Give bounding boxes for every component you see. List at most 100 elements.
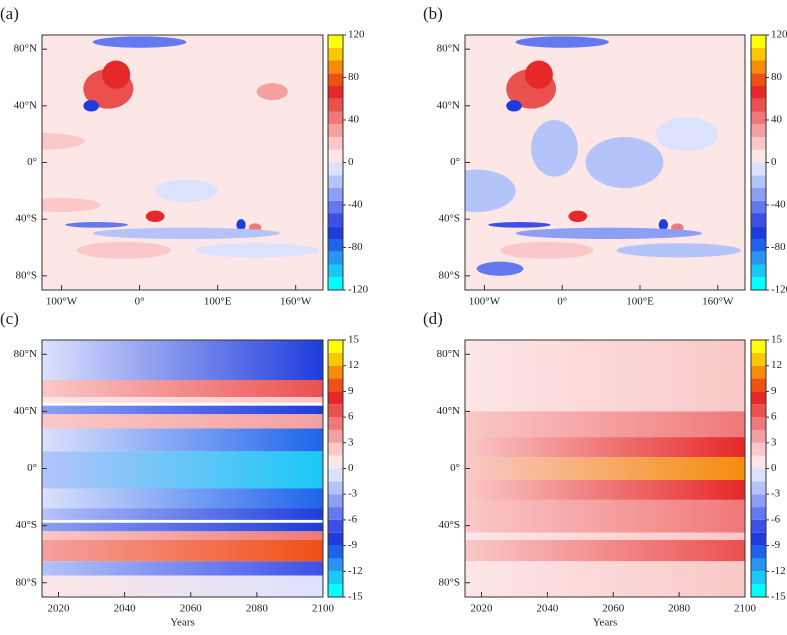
y-tick-label: 80°S xyxy=(438,269,460,281)
colorbar-cell xyxy=(751,558,766,572)
colorbar-cell xyxy=(751,98,766,112)
colorbar-cell xyxy=(328,571,343,585)
colorbar-tick-label: 9 xyxy=(348,385,354,397)
field-blob xyxy=(145,210,165,222)
colorbar-tick-label: -6 xyxy=(348,513,358,525)
x-tick-label: 2100 xyxy=(734,603,757,615)
field-band xyxy=(465,340,745,412)
colorbar-tick-label: -12 xyxy=(348,565,363,577)
y-tick-label: 0° xyxy=(27,156,37,168)
colorbar-cell xyxy=(751,468,766,482)
field-blob xyxy=(236,219,246,231)
colorbar-cell xyxy=(751,378,766,392)
field-band xyxy=(465,532,745,540)
colorbar-cell xyxy=(751,519,766,533)
field-band xyxy=(465,411,745,438)
colorbar-tick-label: -80 xyxy=(771,241,786,253)
colorbar-cell xyxy=(751,149,766,163)
colorbar-cell xyxy=(751,545,766,559)
colorbar-tick-label: -3 xyxy=(771,488,781,500)
field-blob xyxy=(568,210,588,222)
colorbar-tick-label: 40 xyxy=(348,114,360,126)
y-tick-label: 80°N xyxy=(437,43,460,55)
field-band xyxy=(465,437,745,458)
colorbar-cell xyxy=(328,352,343,366)
colorbar-cell xyxy=(328,162,343,176)
colorbar-cell xyxy=(751,213,766,227)
colorbar-tick-label: -6 xyxy=(771,513,781,525)
colorbar-cell xyxy=(328,86,343,99)
colorbar-cell xyxy=(328,455,343,469)
colorbar-cell xyxy=(328,481,343,495)
colorbar-cell xyxy=(751,111,766,125)
colorbar-cell xyxy=(328,532,343,546)
y-tick-label: 80°N xyxy=(14,43,37,55)
colorbar-cell xyxy=(751,277,766,290)
field-band xyxy=(465,479,745,500)
colorbar-cell xyxy=(328,507,343,520)
colorbar-tick-label: -120 xyxy=(348,284,369,296)
x-axis-label: Years xyxy=(593,617,618,629)
field-blob xyxy=(506,100,522,112)
field-blob xyxy=(488,222,551,228)
colorbar-cell xyxy=(328,429,343,443)
colorbar-cell xyxy=(751,494,766,508)
y-tick-label: 40°N xyxy=(437,405,460,417)
colorbar-cell xyxy=(751,571,766,585)
colorbar-cell xyxy=(751,73,766,86)
panel-label: (c) xyxy=(0,309,19,328)
field-blob xyxy=(194,243,320,258)
x-axis-label: Years xyxy=(170,617,195,629)
colorbar-cell xyxy=(328,365,343,379)
colorbar-cell xyxy=(328,73,343,86)
colorbar-cell xyxy=(328,111,343,125)
x-tick-label: 0° xyxy=(557,296,567,308)
colorbar-tick-label: 15 xyxy=(771,334,783,346)
colorbar-cell xyxy=(751,251,766,265)
y-tick-label: 40°S xyxy=(15,519,37,531)
field-blob xyxy=(515,227,703,239)
field-blob xyxy=(515,36,609,48)
colorbar-tick-label: -12 xyxy=(771,565,786,577)
colorbar-tick-label: -120 xyxy=(771,284,787,296)
colorbar-cell xyxy=(751,47,766,61)
field-band xyxy=(465,499,745,533)
colorbar-tick-label: 80 xyxy=(771,71,783,83)
y-tick-label: 80°N xyxy=(14,348,37,360)
x-tick-label: 2060 xyxy=(180,603,203,615)
colorbar-cell xyxy=(751,200,766,214)
colorbar-cell xyxy=(328,251,343,265)
colorbar-cell xyxy=(751,391,766,405)
colorbar-cell xyxy=(751,239,766,252)
y-tick-label: 0° xyxy=(450,462,460,474)
field-blob xyxy=(655,117,718,152)
field-blob xyxy=(77,241,171,259)
y-tick-label: 40°N xyxy=(437,99,460,111)
panel-label: (d) xyxy=(423,309,443,328)
colorbar-cell xyxy=(751,340,766,353)
field xyxy=(465,35,745,290)
colorbar-cell xyxy=(328,213,343,227)
field-band xyxy=(465,561,745,597)
colorbar-tick-label: 80 xyxy=(348,71,360,83)
colorbar-cell xyxy=(751,175,766,188)
colorbar-cell xyxy=(328,47,343,61)
colorbar-cell xyxy=(328,35,343,48)
field-band xyxy=(42,561,323,576)
y-tick-label: 80°N xyxy=(437,348,460,360)
colorbar-tick-label: -15 xyxy=(771,591,786,603)
field-blob xyxy=(476,261,524,276)
colorbar-cell xyxy=(328,391,343,405)
colorbar-tick-label: -3 xyxy=(348,488,358,500)
y-tick-label: 80°S xyxy=(15,269,37,281)
colorbar-tick-label: -9 xyxy=(348,539,358,551)
colorbar-tick-label: -40 xyxy=(348,199,363,211)
colorbar-cell xyxy=(751,417,766,430)
colorbar-tick-label: 3 xyxy=(348,436,354,448)
y-tick-label: 40°N xyxy=(14,99,37,111)
field xyxy=(42,35,323,290)
x-tick-label: 160°W xyxy=(702,296,734,308)
colorbar-tick-label: 120 xyxy=(348,29,365,41)
colorbar-cell xyxy=(328,264,343,278)
colorbar-cell xyxy=(328,98,343,112)
